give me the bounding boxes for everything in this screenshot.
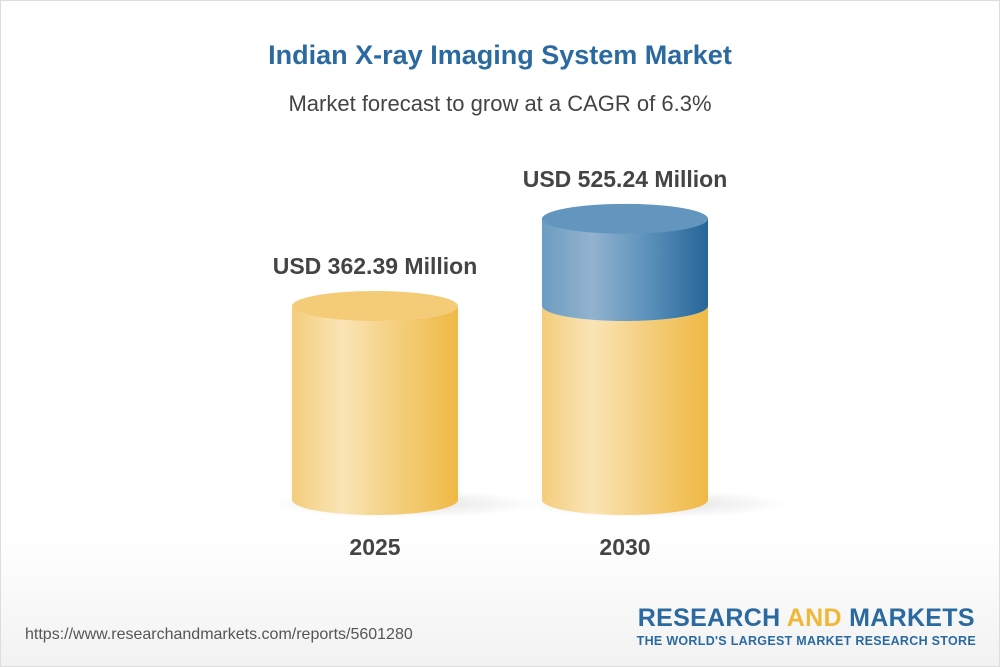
x-tick-label-2030: 2030 xyxy=(599,534,650,560)
value-label-2030: USD 525.24 Million xyxy=(523,166,728,192)
research-and-markets-logo: RESEARCH AND MARKETS THE WORLD'S LARGEST… xyxy=(636,604,976,648)
value-label-2025: USD 362.39 Million xyxy=(273,253,478,279)
logo-tagline: THE WORLD'S LARGEST MARKET RESEARCH STOR… xyxy=(636,634,976,648)
x-tick-label-2025: 2025 xyxy=(349,534,400,560)
chart-subtitle: Market forecast to grow at a CAGR of 6.3… xyxy=(288,91,712,116)
bar-top-2025 xyxy=(292,291,458,321)
bar-base-2030 xyxy=(542,306,708,515)
chart-title: Indian X-ray Imaging System Market xyxy=(268,40,732,70)
source-url[interactable]: https://www.researchandmarkets.com/repor… xyxy=(25,626,413,643)
bar-top-2030 xyxy=(542,203,708,234)
bar-base-2025 xyxy=(292,306,458,515)
bar-growth-2030 xyxy=(542,218,708,321)
